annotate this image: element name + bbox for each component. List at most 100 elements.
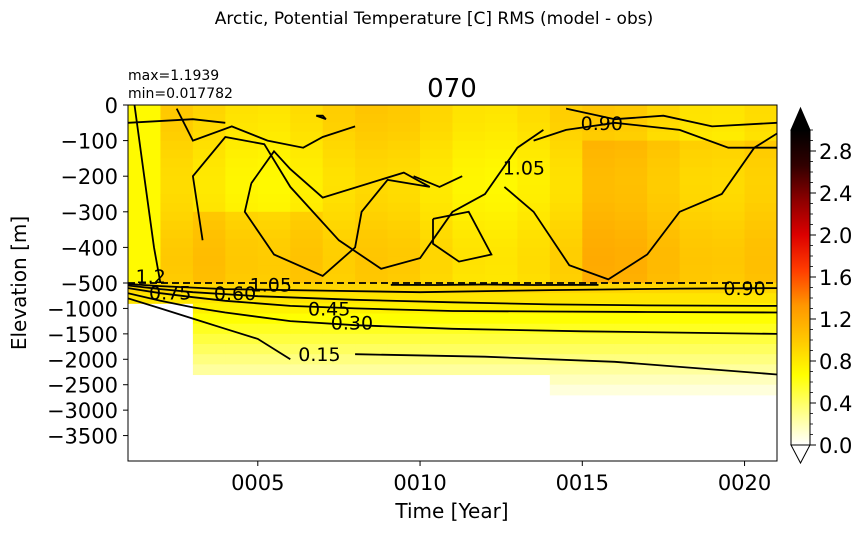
heatmap-cell [744, 247, 777, 257]
heatmap-cell [712, 364, 746, 376]
heatmap-cell [517, 247, 551, 257]
heatmap-cell [420, 354, 453, 365]
heatmap-cell [257, 202, 291, 213]
heatmap-cell [549, 158, 583, 168]
contour-line [128, 292, 777, 335]
heatmap-cell [614, 293, 648, 304]
heatmap-cell [549, 185, 583, 195]
heatmap-cell [160, 176, 194, 186]
heatmap-cell [160, 256, 194, 266]
heatmap-cell [160, 131, 194, 142]
heatmap-cell [452, 194, 486, 204]
heatmap-cell [355, 220, 389, 231]
heatmap-cell [192, 202, 226, 213]
heatmap-cell [712, 265, 746, 275]
heatmap-cell [484, 105, 518, 115]
heatmap-cell [582, 202, 616, 213]
heatmap-cell [712, 323, 746, 335]
colorbar-tick-label: 0.4 [819, 392, 852, 416]
heatmap-cell [290, 176, 324, 186]
heatmap-cell [679, 238, 713, 248]
heatmap-cell [192, 105, 226, 115]
heatmap-cell [517, 194, 551, 204]
heatmap-cell [452, 256, 486, 266]
heatmap-cell [128, 149, 161, 159]
heatmap-cell [225, 211, 259, 222]
heatmap-cell [712, 374, 746, 386]
heatmap-cell [225, 229, 259, 239]
heatmap-cell [614, 220, 648, 231]
heatmap-cell [225, 247, 259, 257]
heatmap-cell [647, 185, 681, 195]
heatmap-cell [290, 238, 324, 248]
heatmap-cell [647, 220, 681, 231]
heatmap-cell [192, 194, 226, 204]
heatmap-cell [290, 149, 324, 159]
heatmap-cell [549, 333, 583, 345]
heatmap-cell [517, 202, 551, 213]
heatmap-cell [160, 167, 194, 177]
heatmap-cell [744, 265, 777, 275]
heatmap-cell [322, 105, 356, 115]
heatmap-cell [322, 211, 356, 222]
heatmap-cell [192, 265, 226, 275]
heatmap-cell [192, 140, 226, 150]
heatmap-cell [582, 323, 616, 335]
heatmap-cell [420, 344, 453, 355]
heatmap-cell [712, 384, 746, 396]
heatmap-cell [647, 274, 681, 284]
heatmap-cell [679, 211, 713, 222]
heatmap-cell [549, 149, 583, 159]
heatmap-cell [582, 354, 616, 365]
heatmap-cell [420, 131, 453, 142]
heatmap-cell [452, 140, 486, 150]
heatmap-cell [679, 303, 713, 315]
heatmap-cell [420, 283, 453, 294]
heatmap-cell [225, 323, 259, 335]
heatmap-cell [549, 220, 583, 231]
heatmap-cell [744, 364, 777, 376]
heatmap-cell [712, 158, 746, 168]
colorbar-tick-label: 0.0 [819, 434, 852, 458]
heatmap-cell [355, 238, 389, 248]
heatmap-cell [452, 149, 486, 159]
heatmap-cell [322, 158, 356, 168]
heatmap-cell [582, 293, 616, 304]
heatmap-cell [614, 194, 648, 204]
heatmap-cell [192, 344, 226, 355]
heatmap-cell [420, 274, 453, 284]
heatmap-cell [322, 131, 356, 142]
heatmap-cell [355, 113, 389, 124]
contour-line [191, 129, 544, 270]
contour-label: 0.30 [331, 313, 373, 335]
heatmap-cell [679, 202, 713, 213]
heatmap-cell [452, 158, 486, 168]
heatmap-cell [387, 229, 421, 239]
heatmap-cell [517, 211, 551, 222]
heatmap-cell [582, 313, 616, 325]
heatmap-cell [420, 140, 453, 150]
heatmap-cell [420, 333, 453, 345]
heatmap-cell [257, 238, 291, 248]
heatmap-cell [712, 105, 746, 115]
contour-line [413, 175, 463, 188]
heatmap-cell [387, 194, 421, 204]
heatmap-cell [128, 265, 161, 275]
heatmap-cell [549, 122, 583, 133]
contour-label: 1.05 [250, 275, 292, 297]
heatmap-cell [744, 313, 777, 325]
heatmap-cell [549, 176, 583, 186]
heatmap-cell [614, 211, 648, 222]
heatmap-cell [355, 333, 389, 345]
heatmap-cell [614, 149, 648, 159]
colorbar: 0.0 0.4 0.8 1.2 1.6 2.0 2.4 2.8 [790, 106, 852, 465]
heatmap-cell [549, 323, 583, 335]
heatmap-cell [387, 220, 421, 231]
heatmap-cell [712, 238, 746, 248]
heatmap-cell [192, 364, 226, 376]
y-tick-label: −2500 [47, 374, 118, 398]
heatmap-cell [517, 303, 551, 315]
heatmap-cell [452, 364, 486, 376]
heatmap-cell [549, 113, 583, 124]
heatmap-cell [322, 113, 356, 124]
